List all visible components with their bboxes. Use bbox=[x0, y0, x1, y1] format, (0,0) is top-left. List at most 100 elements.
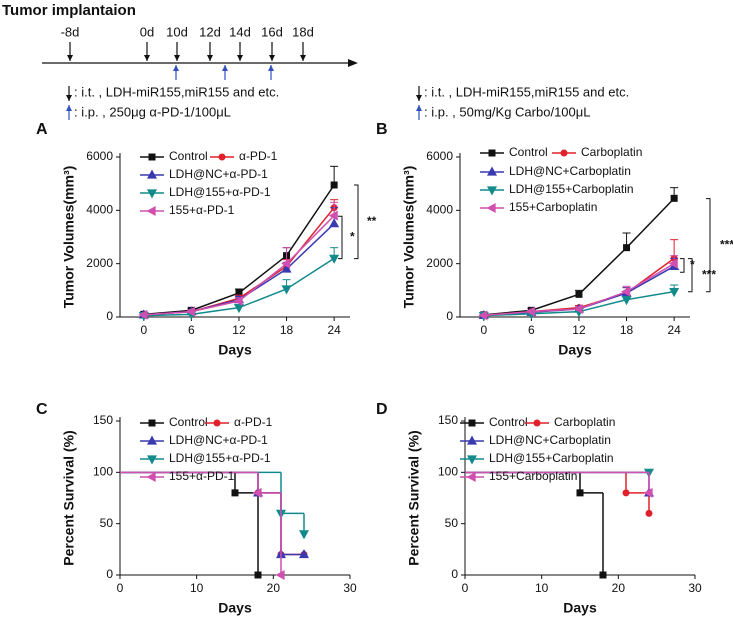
y-tick-label: 100 bbox=[93, 465, 113, 479]
legend-label: α-PD-1 bbox=[234, 415, 273, 429]
timeline-title: Tumor implantaion bbox=[2, 2, 136, 19]
marker bbox=[576, 489, 584, 497]
legend-label: 155+α-PD-1 bbox=[169, 469, 235, 483]
x-axis-label: Days bbox=[218, 600, 252, 616]
marker bbox=[235, 289, 243, 297]
x-tick-label: 10 bbox=[535, 581, 549, 595]
marker bbox=[185, 306, 196, 317]
legend-marker bbox=[560, 149, 568, 157]
legend-marker bbox=[146, 205, 156, 217]
legend-marker bbox=[486, 202, 496, 214]
marker bbox=[330, 181, 338, 189]
y-tick-label: 6000 bbox=[86, 149, 113, 163]
legend-arrow-head bbox=[66, 105, 72, 111]
protocol-text: : i.t. , LDH-miR155,miR155 and etc. bbox=[74, 84, 279, 99]
legend-label: Control bbox=[509, 145, 548, 159]
y-axis-label: Percent Survival (%) bbox=[406, 430, 422, 565]
panel-letter: B bbox=[376, 121, 388, 138]
legend-label: Control bbox=[169, 149, 208, 163]
marker bbox=[669, 288, 680, 298]
protocol-text: : i.p. , 250μg α-PD-1/100μL bbox=[74, 104, 231, 119]
legend-marker bbox=[468, 419, 476, 427]
legend-arrow-head bbox=[416, 95, 422, 101]
injection-arrow-head bbox=[269, 55, 275, 61]
legend-label: Control bbox=[489, 415, 528, 429]
x-axis-label: Days bbox=[558, 342, 592, 358]
y-tick-label: 0 bbox=[106, 309, 113, 323]
y-tick-label: 2000 bbox=[426, 256, 453, 270]
marker bbox=[525, 306, 536, 317]
marker bbox=[668, 258, 678, 269]
marker bbox=[233, 295, 243, 307]
legend-marker bbox=[146, 455, 158, 465]
protocol-text: : i.t. , LDH-miR155,miR155 and etc. bbox=[424, 84, 629, 99]
legend-marker bbox=[466, 471, 476, 483]
injection-arrow-head bbox=[144, 55, 150, 61]
marker bbox=[298, 549, 310, 559]
significance-bracket bbox=[706, 198, 711, 293]
legend-label: Carboplatin bbox=[554, 415, 615, 429]
marker bbox=[275, 569, 285, 581]
timeline-label: -8d bbox=[61, 24, 80, 39]
timeline-label: 10d bbox=[166, 24, 188, 39]
x-tick-label: 0 bbox=[117, 581, 124, 595]
legend-label: 155+Carboplatin bbox=[489, 469, 577, 483]
x-tick-label: 24 bbox=[327, 323, 341, 337]
marker bbox=[622, 489, 630, 497]
legend-label: LDH@NC+Carboplatin bbox=[509, 164, 631, 178]
y-tick-label: 50 bbox=[445, 516, 459, 530]
injection-arrow-head bbox=[174, 55, 180, 61]
legend-marker bbox=[486, 166, 498, 176]
y-tick-label: 2000 bbox=[86, 256, 113, 270]
x-tick-label: 0 bbox=[480, 323, 487, 337]
marker bbox=[138, 309, 148, 320]
legend-marker bbox=[218, 153, 226, 161]
timeline-label: 16d bbox=[261, 24, 283, 39]
legend-marker bbox=[146, 169, 158, 179]
ip-arrow-head bbox=[173, 65, 179, 71]
y-tick-label: 0 bbox=[446, 309, 453, 323]
marker bbox=[328, 210, 338, 221]
significance-bracket bbox=[338, 215, 343, 260]
injection-arrow-head bbox=[237, 55, 243, 61]
x-tick-label: 30 bbox=[688, 581, 702, 595]
x-tick-label: 24 bbox=[667, 323, 681, 337]
legend-marker bbox=[146, 435, 158, 445]
marker bbox=[329, 254, 340, 264]
legend-marker bbox=[488, 149, 496, 157]
legend-marker bbox=[466, 455, 478, 465]
legend-marker bbox=[146, 189, 158, 199]
legend-label: LDH@NC+α-PD-1 bbox=[169, 433, 268, 447]
legend-arrow-head bbox=[416, 105, 422, 111]
legend-label: LDH@155+Carboplatin bbox=[489, 451, 614, 465]
y-axis-label: Tumor Volumes(mm³) bbox=[61, 166, 77, 309]
marker bbox=[254, 571, 262, 579]
injection-arrow-head bbox=[300, 55, 306, 61]
significance-bracket bbox=[354, 184, 359, 260]
panel-letter: D bbox=[376, 401, 388, 418]
marker bbox=[645, 509, 653, 517]
legend-label: α-PD-1 bbox=[239, 149, 278, 163]
marker bbox=[643, 487, 653, 498]
panel-letter: C bbox=[36, 401, 48, 418]
marker bbox=[575, 290, 583, 298]
x-tick-label: 12 bbox=[232, 323, 246, 337]
y-tick-label: 6000 bbox=[426, 149, 453, 163]
x-tick-label: 20 bbox=[612, 581, 626, 595]
marker bbox=[599, 571, 607, 579]
legend-label: 155+α-PD-1 bbox=[169, 203, 235, 217]
marker bbox=[233, 304, 244, 314]
legend-label: 155+Carboplatin bbox=[509, 200, 597, 214]
x-tick-label: 0 bbox=[140, 323, 147, 337]
marker bbox=[231, 489, 239, 497]
y-axis-label: Tumor Volumes(mm³) bbox=[401, 166, 417, 309]
legend-marker bbox=[466, 435, 478, 445]
legend-marker bbox=[213, 419, 221, 427]
x-tick-label: 30 bbox=[343, 581, 357, 595]
legend-marker bbox=[146, 471, 156, 483]
x-tick-label: 10 bbox=[190, 581, 204, 595]
marker bbox=[298, 530, 310, 540]
y-tick-label: 150 bbox=[93, 413, 113, 427]
y-tick-label: 4000 bbox=[426, 203, 453, 217]
